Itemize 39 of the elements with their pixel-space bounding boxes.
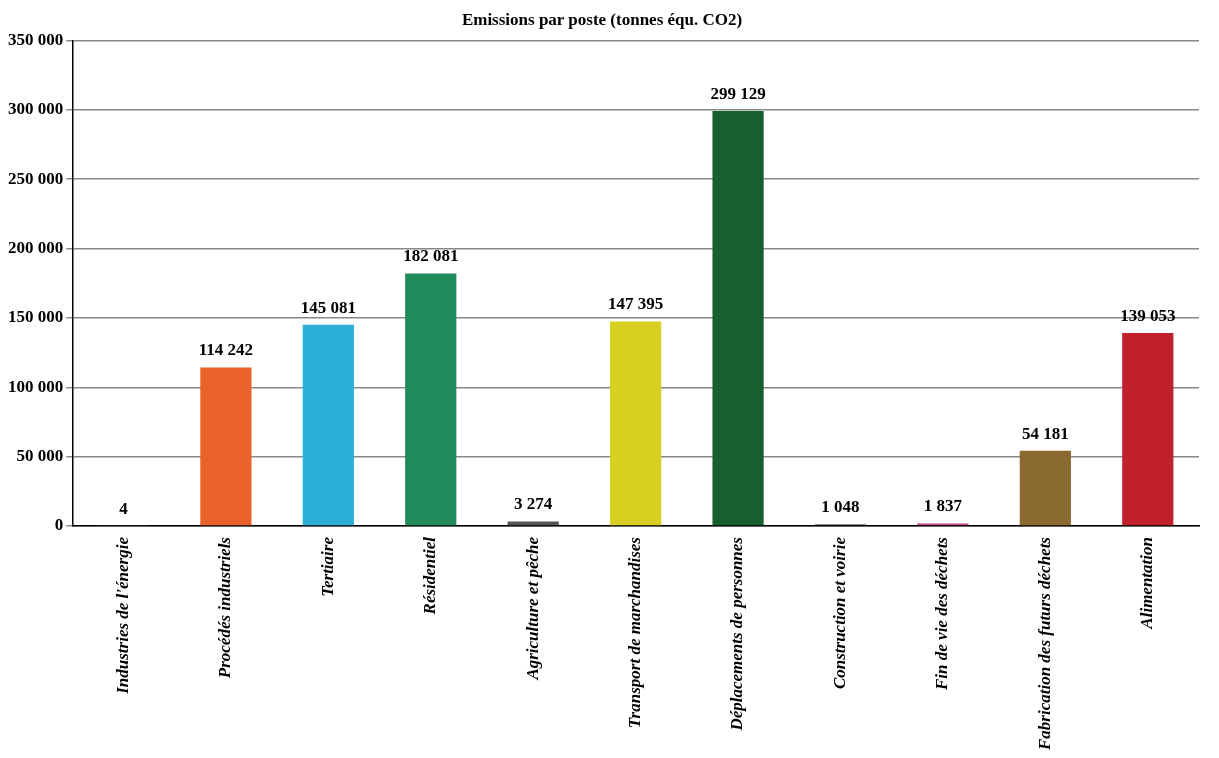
bar	[610, 321, 662, 526]
y-tick-label: 100 000	[8, 376, 64, 396]
bar	[1019, 450, 1071, 526]
data-label: 114 242	[198, 340, 254, 360]
bar	[302, 324, 354, 526]
data-label: 299 129	[710, 83, 766, 103]
y-tick-label: 200 000	[8, 237, 64, 257]
x-tick-label: Agriculture et pêche	[522, 536, 542, 681]
bar	[712, 110, 764, 526]
x-tick-label: Déplacements de personnes	[727, 536, 747, 732]
y-tick-label: 150 000	[8, 307, 64, 327]
x-tick-label: Résidentiel	[420, 536, 440, 616]
data-label: 145 081	[300, 297, 356, 317]
bar	[507, 521, 559, 526]
y-tick-label: 350 000	[8, 29, 64, 49]
data-label: 147 395	[608, 294, 664, 314]
bar	[200, 367, 252, 526]
bar	[405, 273, 457, 526]
x-tick-label: Procédés industriels	[215, 536, 235, 680]
x-tick-label: Construction et voirie	[829, 536, 849, 690]
x-tick-label: Fabrication des futurs déchets	[1034, 536, 1054, 752]
x-tick-label: Industries de l'énergie	[112, 536, 132, 695]
x-tick-label: Tertiaire	[317, 536, 337, 597]
data-label: 1 048	[821, 497, 860, 517]
y-tick-label: 50 000	[16, 446, 64, 466]
x-tick-label: Fin de vie des déchets	[932, 536, 952, 691]
data-label: 182 081	[403, 246, 459, 266]
bar	[1122, 333, 1174, 526]
y-tick-label: 300 000	[8, 99, 64, 119]
chart-title: Emissions par poste (tonnes équ. CO2)	[461, 9, 743, 29]
data-label: 139 053	[1120, 305, 1176, 325]
data-label: 54 181	[1021, 423, 1069, 443]
data-label: 3 274	[514, 494, 553, 514]
data-label: 1 837	[923, 496, 963, 516]
y-tick-label: 0	[54, 515, 64, 535]
x-tick-label: Transport de marchandises	[625, 536, 645, 729]
x-tick-label: Alimentation	[1137, 537, 1157, 630]
y-tick-label: 250 000	[8, 168, 64, 188]
data-label: 4	[119, 498, 129, 518]
